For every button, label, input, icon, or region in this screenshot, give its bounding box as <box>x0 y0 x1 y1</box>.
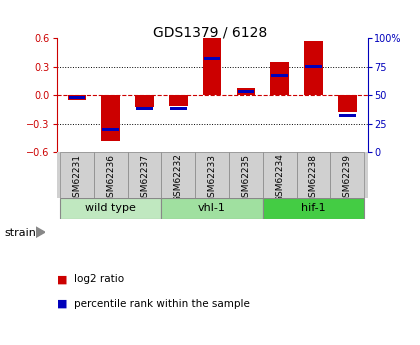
Text: vhl-1: vhl-1 <box>198 204 226 214</box>
Text: GSM62236: GSM62236 <box>106 154 115 203</box>
Bar <box>161 198 263 219</box>
Bar <box>102 95 120 141</box>
Text: GSM62237: GSM62237 <box>140 154 149 203</box>
Bar <box>170 107 186 110</box>
Text: strain: strain <box>4 228 36 238</box>
Bar <box>204 57 220 60</box>
Text: ■: ■ <box>57 299 67 308</box>
Text: ■: ■ <box>57 275 67 284</box>
Bar <box>135 95 154 107</box>
Bar <box>339 114 356 117</box>
Bar <box>331 152 364 198</box>
Bar <box>338 95 357 112</box>
Bar <box>60 198 161 219</box>
Bar <box>195 152 229 198</box>
Text: GSM62234: GSM62234 <box>275 154 284 203</box>
Bar <box>203 38 221 95</box>
Bar <box>305 65 322 68</box>
Bar <box>263 152 297 198</box>
Bar <box>68 95 86 100</box>
Bar <box>136 107 153 110</box>
Bar <box>169 95 188 107</box>
Text: GSM62238: GSM62238 <box>309 154 318 203</box>
Bar <box>238 90 254 93</box>
Text: GSM62239: GSM62239 <box>343 154 352 203</box>
Bar <box>60 152 94 198</box>
Text: GSM62233: GSM62233 <box>207 154 217 203</box>
Text: log2 ratio: log2 ratio <box>74 275 123 284</box>
Text: wild type: wild type <box>85 204 136 214</box>
Polygon shape <box>36 227 45 237</box>
Bar <box>304 41 323 95</box>
Bar <box>229 152 263 198</box>
Bar <box>102 128 119 131</box>
Bar <box>271 74 288 77</box>
Bar <box>68 96 85 99</box>
Text: GSM62231: GSM62231 <box>73 154 81 203</box>
Bar <box>270 62 289 95</box>
Text: GDS1379 / 6128: GDS1379 / 6128 <box>153 26 267 40</box>
Bar <box>236 88 255 95</box>
Text: percentile rank within the sample: percentile rank within the sample <box>74 299 249 308</box>
Bar <box>161 152 195 198</box>
Text: GSM62232: GSM62232 <box>174 154 183 203</box>
Bar <box>94 152 128 198</box>
Bar <box>128 152 161 198</box>
Bar <box>297 152 331 198</box>
Bar <box>263 198 364 219</box>
Text: GSM62235: GSM62235 <box>241 154 250 203</box>
Text: hif-1: hif-1 <box>301 204 326 214</box>
